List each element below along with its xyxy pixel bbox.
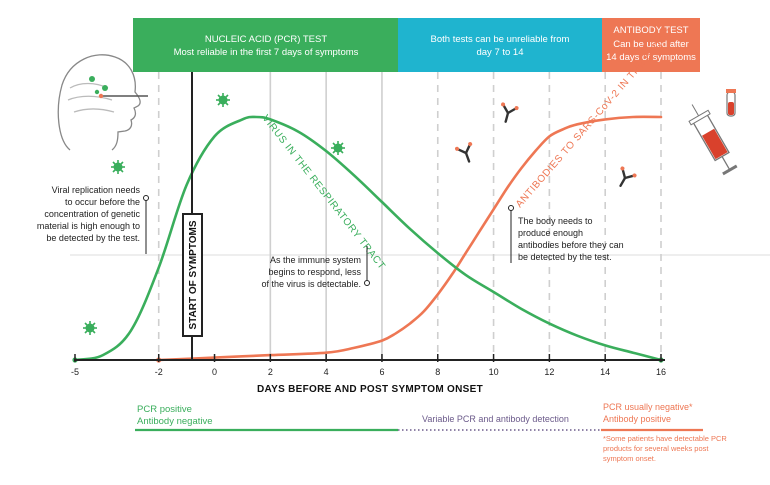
- virus-particle-icon: [331, 141, 345, 155]
- pcr-banner: [133, 18, 398, 72]
- virus-particle-icon: [216, 93, 230, 107]
- tick-label: 0: [212, 367, 217, 377]
- immune-response-note: As the immune system begins to respond, …: [261, 246, 369, 289]
- virus-particle-icon: [111, 160, 125, 174]
- virus-curve-label: VIRUS IN THE RESPIRATORY TRACT: [260, 113, 388, 272]
- tick-label: 8: [435, 367, 440, 377]
- note-line: of the virus is detectable.: [261, 279, 361, 289]
- note-line: The body needs to: [518, 216, 593, 226]
- syringe-icon: [683, 89, 741, 177]
- pcr-banner-title: NUCLEIC ACID (PCR) TEST: [205, 34, 327, 45]
- legend-pcr-negative: PCR usually negative*: [603, 402, 693, 412]
- legend-pcr-positive: PCR positive: [137, 404, 192, 415]
- pcr-banner-subtitle: Most reliable in the first 7 days of sym…: [174, 47, 359, 58]
- legend-antibody-positive: Antibody positive: [603, 414, 671, 424]
- footnote-line: products for several weeks post: [603, 444, 709, 453]
- tick-label: 12: [544, 367, 554, 377]
- leader-dot: [365, 281, 370, 286]
- note-line: produce enough: [518, 228, 583, 238]
- leader-dot: [144, 196, 149, 201]
- note-line: to occur before the: [65, 197, 140, 207]
- tick-label: 6: [379, 367, 384, 377]
- note-line: be detected by the test.: [46, 233, 140, 243]
- viral-replication-note: Viral replication needs to occur before …: [37, 185, 149, 254]
- note-line: Viral replication needs: [52, 185, 141, 195]
- antibody-icon: [454, 141, 477, 164]
- legend-antibody-negative: Antibody negative: [137, 416, 213, 427]
- tick-label: 10: [489, 367, 499, 377]
- tick-label: 14: [600, 367, 610, 377]
- tick-label: -2: [155, 367, 163, 377]
- x-axis-ticks: -5 -2 0 2 4 6 8 10 12 14 16: [71, 354, 666, 377]
- start-of-symptoms-label: START OF SYMPTOMS: [188, 220, 199, 329]
- footnote-line: symptom onset.: [603, 454, 656, 463]
- note-line: As the immune system: [270, 255, 361, 265]
- note-line: begins to respond, less: [268, 267, 361, 277]
- antibody-icon: [613, 166, 638, 191]
- legend-variable-detection: Variable PCR and antibody detection: [422, 414, 569, 424]
- unreliable-banner: [398, 18, 602, 72]
- tick-label: -5: [71, 367, 79, 377]
- unreliable-banner-line2: day 7 to 14: [476, 47, 523, 58]
- note-line: be detected by the test.: [518, 252, 612, 262]
- tick-label: 2: [268, 367, 273, 377]
- leader-dot: [509, 206, 514, 211]
- virus-curve: [75, 117, 661, 360]
- note-line: concentration of genetic: [44, 209, 140, 219]
- x-axis-label: DAYS BEFORE AND POST SYMPTOM ONSET: [257, 384, 483, 395]
- tick-label: 4: [324, 367, 329, 377]
- tick-label: 16: [656, 367, 666, 377]
- note-line: material is high enough to: [37, 221, 140, 231]
- note-line: antibodies before they can: [518, 240, 624, 250]
- antibody-banner-title: ANTIBODY TEST: [613, 25, 688, 36]
- footnote-line: *Some patients have detectable PCR: [603, 434, 727, 443]
- virus-particle-icon: [83, 321, 97, 335]
- unreliable-banner-line1: Both tests can be unreliable from: [431, 34, 570, 45]
- antibody-icon: [497, 102, 519, 124]
- antibody-production-note: The body needs to produce enough antibod…: [509, 206, 624, 264]
- antibody-curve: [159, 117, 661, 360]
